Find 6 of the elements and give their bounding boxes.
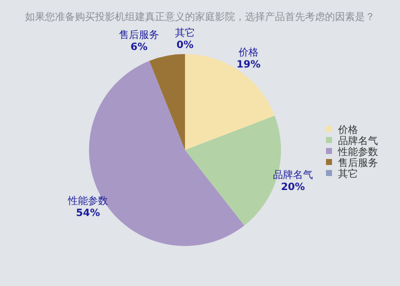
legend-label: 其它 (338, 168, 358, 180)
legend-label: 品牌名气 (338, 135, 378, 147)
chart-title: 如果您准备购买投影机组建真正意义的家庭影院，选择产品首先考虑的因素是？ (25, 11, 375, 23)
legend-label: 价格 (337, 124, 358, 136)
legend-label: 性能参数 (337, 146, 378, 158)
legend-label: 售后服务 (338, 157, 378, 169)
